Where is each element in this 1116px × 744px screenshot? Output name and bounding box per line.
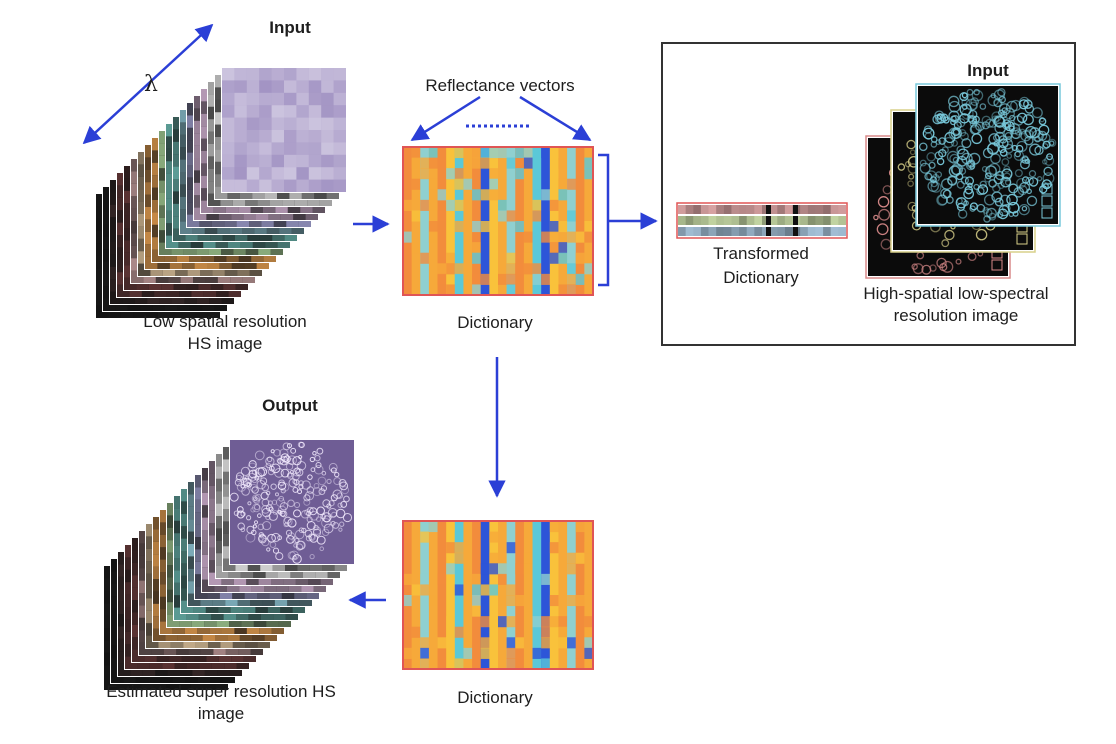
input-caption-line1: Low spatial resolution — [143, 312, 307, 331]
transformed-band — [678, 216, 846, 225]
transformed-dictionary-matrix — [676, 202, 848, 239]
reflectance-vector-column — [541, 147, 551, 295]
input-front-image — [221, 67, 347, 193]
transformed-band — [678, 227, 846, 236]
rgb-band-image — [915, 83, 1061, 227]
reflectance-vector-column — [446, 147, 456, 295]
dictionary-bracket — [598, 153, 610, 287]
reflectance-vector-column — [523, 521, 534, 669]
right-panel-frame — [661, 42, 1076, 346]
reflectance-vector-column — [463, 147, 473, 295]
input-caption-line2: HS image — [187, 334, 263, 353]
reflectance-vector-column — [489, 147, 499, 295]
reflectance-vector-column — [446, 521, 456, 669]
transformed-label-line1: Transformed — [713, 244, 809, 263]
reflectance-vector-column — [463, 521, 473, 669]
output-hs-cube — [103, 439, 355, 691]
high-spatial-image-stack — [865, 83, 1061, 279]
reflectance-arrow-right — [519, 95, 592, 142]
output-front-image — [229, 439, 355, 565]
lambda-symbol: λ — [144, 72, 158, 97]
reflectance-vector-column — [523, 147, 534, 295]
panel-caption-line1: High-spatial low-spectral — [863, 284, 1049, 303]
wavelength-axis-arrow — [82, 23, 214, 145]
transformed-label-line2: Dictionary — [723, 268, 799, 287]
panel-input-title: Input — [967, 61, 1009, 80]
reflectance-vector-column — [437, 521, 447, 669]
reflectance-vector-column — [420, 147, 430, 295]
reflectance-vector-column — [558, 521, 568, 669]
output-caption-line2: image — [197, 704, 245, 723]
output-title: Output — [262, 396, 318, 415]
reflectance-vector-column — [403, 147, 413, 295]
input-title: Input — [269, 18, 311, 37]
transformed-band — [678, 205, 846, 214]
dictionary-matrix-bottom — [402, 520, 594, 670]
dictionary-matrix-top — [402, 146, 594, 296]
reflectance-vector-column — [575, 147, 585, 295]
dictionary-top-caption: Dictionary — [457, 313, 533, 332]
dictionary-bottom-caption: Dictionary — [457, 688, 533, 707]
reflectance-vectors-label: Reflectance vectors — [425, 76, 575, 95]
output-caption-line1: Estimated super resolution HS — [106, 682, 336, 701]
input-hs-cube — [95, 67, 347, 319]
reflectance-arrow-left — [410, 95, 481, 142]
panel-caption-line2: resolution image — [893, 306, 1019, 325]
reflectance-vector-column — [541, 521, 551, 669]
